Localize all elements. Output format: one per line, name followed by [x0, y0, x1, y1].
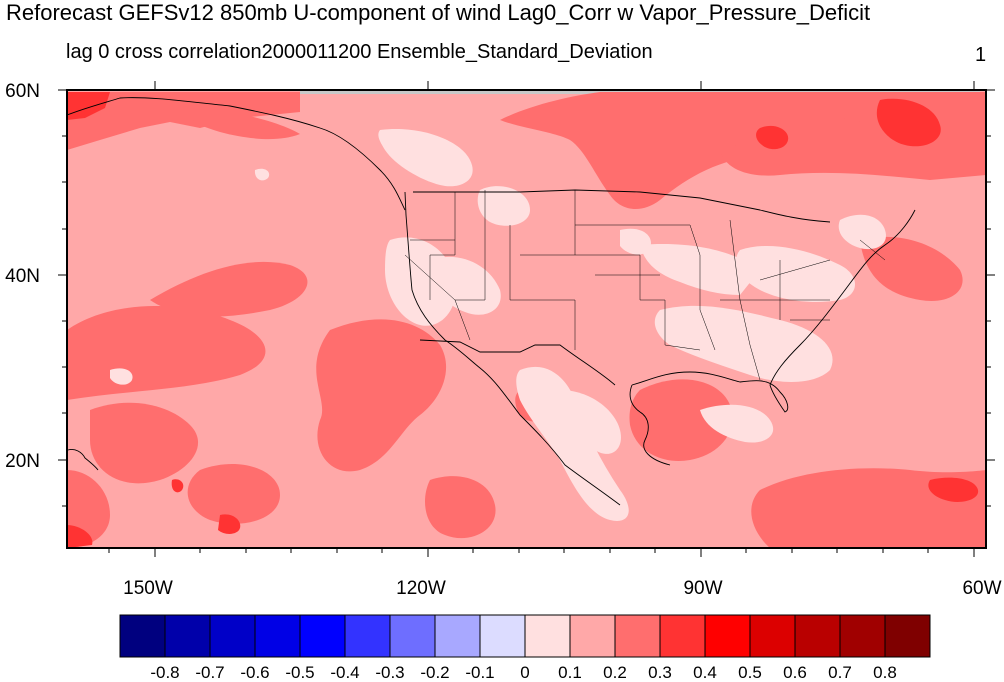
- figure-title: Reforecast GEFSv12 850mb U-component of …: [6, 0, 871, 25]
- colorbar-tick-label: -0.5: [285, 663, 314, 682]
- regions-0-0.1: [110, 129, 886, 521]
- longitude-labels: 150W 120W 90W 60W: [123, 578, 1001, 599]
- panel-number: 1: [975, 44, 987, 66]
- regions-0.3-0.4: [67, 92, 979, 548]
- lat-label-40n: 40N: [5, 266, 40, 287]
- colorbar-tick-label: 0: [520, 663, 529, 682]
- colorbar-tick-label: -0.3: [375, 663, 404, 682]
- colorbar-tick-label: 0.1: [558, 663, 582, 682]
- colorbar-tick-label: -0.2: [420, 663, 449, 682]
- colorbar-swatch: [614, 614, 661, 658]
- latitude-labels: 60N 40N 20N: [5, 81, 40, 472]
- colorbar-swatch: [704, 614, 751, 658]
- map-frame: [66, 89, 987, 549]
- us-mexico-border: [419, 339, 616, 386]
- coastlines: [67, 97, 916, 506]
- lon-label-150w: 150W: [123, 578, 173, 599]
- figure-subtitle: lag 0 cross correlation2000011200 Ensemb…: [66, 41, 653, 63]
- lon-label-120w: 120W: [396, 578, 446, 599]
- colorbar-swatch: [299, 614, 346, 658]
- lat-label-60n: 60N: [5, 81, 40, 102]
- lon-label-60w: 60W: [962, 578, 1001, 599]
- axis-ticks: [58, 81, 995, 557]
- mexico-gulf-coast: [629, 384, 671, 466]
- us-mexico-pacific-coast: [404, 191, 621, 506]
- colorbar-tick-label: 0.4: [693, 663, 717, 682]
- colorbar-swatch: [254, 614, 301, 658]
- colorbar-tick-label: -0.8: [150, 663, 179, 682]
- colorbar: -0.8 -0.7 -0.6 -0.5 -0.4 -0.3 -0.2 -0.1 0 0.1 0.2 0…: [119, 614, 931, 682]
- colorbar-tick-label: -0.7: [195, 663, 224, 682]
- colorbar-tick-label: 0.6: [783, 663, 807, 682]
- hawaii: [67, 449, 99, 471]
- us-canada-border: [413, 189, 831, 223]
- colorbar-swatch: [839, 614, 886, 658]
- lon-label-90w: 90W: [683, 578, 722, 599]
- colorbar-tick-label: -0.6: [240, 663, 269, 682]
- colorbar-swatch: [389, 614, 436, 658]
- colorbar-tick-label: 0.7: [828, 663, 852, 682]
- colorbar-swatch: [659, 614, 706, 658]
- colorbar-swatch: [164, 614, 211, 658]
- colorbar-tick-label: 0.8: [873, 663, 897, 682]
- colorbar-tick-label: 0.2: [603, 663, 627, 682]
- colorbar-swatch: [749, 614, 796, 658]
- colorbar-swatch: [119, 614, 166, 658]
- colorbar-swatch: [344, 614, 391, 658]
- colorbar-swatch: [524, 614, 571, 658]
- colorbar-swatch: [209, 614, 256, 658]
- colorbar-tick-label: 0.5: [738, 663, 762, 682]
- lat-label-20n: 20N: [5, 451, 40, 472]
- colorbar-swatch: [434, 614, 481, 658]
- colorbar-swatch: [479, 614, 526, 658]
- alaska-canada-coast: [67, 97, 406, 211]
- colorbar-swatch: [569, 614, 616, 658]
- colorbar-tick-label: -0.4: [330, 663, 359, 682]
- state-borders: [404, 190, 886, 381]
- colorbar-tick-label: 0.3: [648, 663, 672, 682]
- colorbar-swatch: [884, 614, 931, 658]
- gulf-atlantic-coast: [631, 209, 916, 413]
- colorbar-tick-label: -0.1: [465, 663, 494, 682]
- colorbar-swatch: [794, 614, 841, 658]
- correlation-field: [67, 90, 986, 548]
